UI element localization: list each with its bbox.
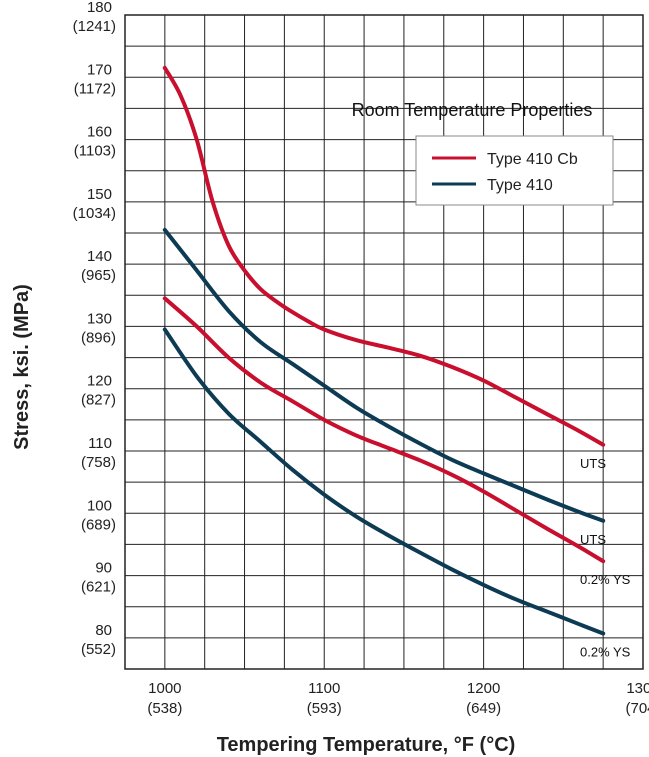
y-tick-label: 100	[87, 497, 112, 514]
y-tick-sublabel: (552)	[81, 641, 116, 658]
y-tick-label: 130	[87, 310, 112, 327]
legend: Type 410 Cb Type 410	[415, 135, 614, 206]
y-tick-label: 160	[87, 124, 112, 141]
y-tick-sublabel: (1034)	[73, 205, 116, 222]
x-tick-sublabel: (538)	[147, 700, 182, 717]
y-tick-label: 90	[95, 560, 112, 577]
x-tick-label: 1300	[626, 680, 649, 697]
y-tick-label: 80	[95, 622, 112, 639]
y-tick-sublabel: (965)	[81, 267, 116, 284]
y-tick-label: 110	[88, 435, 112, 452]
y-axis-ticks: 180 (1241) 170 (1172) 160 (1103) 150 (1034) 140 (…	[73, 0, 116, 658]
y-tick-sublabel: (689)	[81, 516, 116, 533]
chart-grid	[124, 14, 644, 670]
y-tick-sublabel: (1172)	[74, 80, 116, 97]
x-tick-label: 1100	[308, 680, 340, 697]
x-tick-label: 1000	[148, 680, 181, 697]
curve-end-label: UTS	[580, 532, 606, 547]
y-tick-sublabel: (758)	[81, 454, 116, 471]
legend-box	[415, 135, 614, 206]
y-tick-sublabel: (1241)	[73, 18, 116, 35]
x-axis-title: Tempering Temperature, °F (°C)	[217, 734, 516, 756]
y-tick-label: 140	[87, 248, 112, 265]
curve-type-410-uts	[162, 227, 606, 523]
y-tick-label: 150	[87, 186, 112, 203]
y-tick-label: 120	[87, 373, 112, 390]
y-tick-label: 170	[87, 61, 112, 78]
x-tick-label: 1200	[467, 680, 500, 697]
curve-end-label: 0.2% YS	[580, 572, 631, 587]
y-tick-sublabel: (896)	[81, 329, 116, 346]
y-tick-label: 180	[87, 0, 112, 16]
y-tick-sublabel: (621)	[81, 579, 116, 596]
x-tick-sublabel: (593)	[307, 700, 342, 717]
curve-type-410-cb-0-2-ys	[162, 296, 606, 564]
legend-label-type-410-cb: Type 410 Cb	[487, 151, 578, 168]
curve-end-labels: UTS 0.2% YS UTS 0.2% YS	[580, 456, 631, 660]
chart-title: Room Temperature Properties	[352, 100, 593, 120]
curve-type-410-0-2-ys	[162, 327, 606, 636]
y-axis-title: Stress, ksi. (MPa)	[11, 284, 33, 450]
x-axis-ticks: 1000 (538) 1100 (593) 1200 (649) 1300 (704)	[147, 680, 649, 717]
y-tick-sublabel: (1103)	[74, 143, 116, 160]
curve-end-label: UTS	[580, 456, 606, 471]
y-tick-sublabel: (827)	[81, 392, 116, 409]
curve-end-label: 0.2% YS	[580, 644, 631, 659]
x-tick-sublabel: (704)	[625, 700, 649, 717]
x-tick-sublabel: (649)	[466, 700, 501, 717]
legend-label-type-410: Type 410	[487, 177, 553, 194]
curve-type-410-cb-uts	[162, 65, 606, 447]
chart-curves	[162, 65, 606, 636]
